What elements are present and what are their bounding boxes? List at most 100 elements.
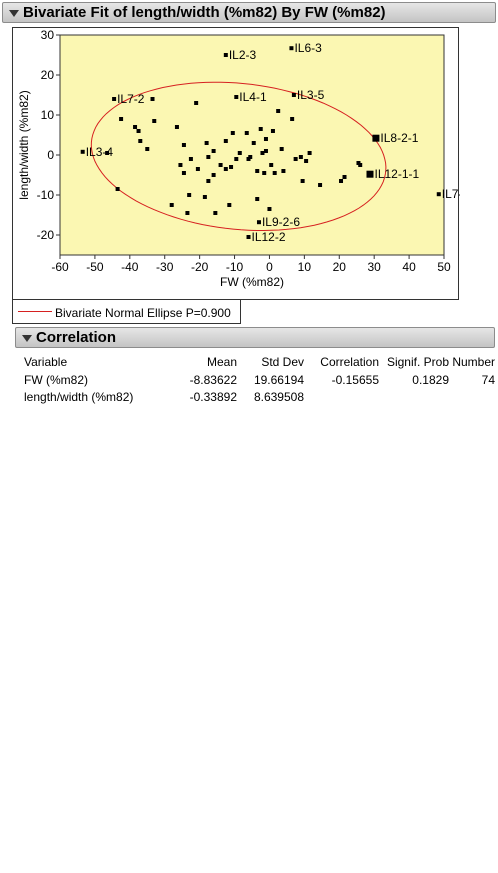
data-point[interactable] — [204, 141, 209, 145]
legend-ellipse-swatch — [18, 311, 52, 312]
data-point[interactable] — [339, 179, 344, 183]
data-point[interactable] — [255, 169, 260, 173]
point-label: IL2-3 — [229, 48, 257, 62]
data-point[interactable] — [185, 211, 190, 215]
chart-frame: -60 -50 -40 -30 -20 -10 0 10 20 30 40 50 -20 -10 0 10 20… — [12, 27, 460, 301]
data-point[interactable] — [145, 147, 150, 151]
data-point[interactable] — [304, 159, 309, 163]
data-point[interactable] — [290, 117, 295, 121]
data-point[interactable] — [152, 119, 157, 123]
legend-label: Bivariate Normal Ellipse P=0.900 — [55, 306, 231, 320]
data-point[interactable] — [194, 101, 199, 105]
data-point[interactable] — [80, 149, 85, 154]
data-point[interactable] — [269, 163, 274, 167]
data-point[interactable] — [366, 170, 374, 178]
bivariate-fit-header[interactable]: Bivariate Fit of length/width (%m82) By … — [2, 2, 496, 23]
data-point[interactable] — [267, 207, 272, 211]
data-point[interactable] — [213, 211, 218, 215]
table-cell — [304, 388, 379, 405]
data-point[interactable] — [211, 173, 216, 177]
column-header: Number — [452, 355, 495, 369]
data-point[interactable] — [181, 143, 186, 147]
data-point[interactable] — [289, 46, 294, 51]
data-point[interactable] — [262, 171, 267, 175]
data-point[interactable] — [272, 171, 277, 175]
data-point[interactable] — [136, 129, 141, 133]
x-tick-label: 50 — [437, 260, 451, 274]
disclosure-triangle-icon[interactable] — [22, 334, 32, 342]
data-point[interactable] — [133, 125, 138, 129]
data-point[interactable] — [188, 157, 193, 161]
data-point[interactable] — [227, 203, 232, 207]
x-tick-label: -20 — [191, 260, 209, 274]
data-point[interactable] — [230, 131, 235, 135]
table-cell — [449, 388, 495, 405]
table-cell: FW (%m82) — [24, 372, 88, 387]
data-point[interactable] — [187, 193, 192, 197]
data-point[interactable] — [246, 235, 251, 239]
data-point[interactable] — [244, 131, 249, 135]
data-point[interactable] — [169, 203, 174, 207]
data-point[interactable] — [436, 192, 441, 197]
data-point[interactable] — [229, 165, 234, 169]
y-tick-label: 10 — [41, 108, 55, 122]
data-point[interactable] — [293, 157, 298, 161]
disclosure-triangle-icon[interactable] — [9, 9, 19, 17]
data-point[interactable] — [138, 139, 143, 143]
data-point[interactable] — [291, 93, 296, 97]
data-point[interactable] — [223, 139, 228, 143]
data-point[interactable] — [281, 169, 286, 173]
data-point[interactable] — [234, 157, 239, 161]
data-point[interactable] — [178, 163, 183, 167]
y-tick-label: 0 — [47, 148, 54, 162]
x-tick-label: -50 — [86, 260, 104, 274]
data-point[interactable] — [206, 179, 211, 183]
data-point[interactable] — [248, 155, 253, 159]
data-point[interactable] — [211, 149, 216, 153]
data-point[interactable] — [112, 97, 117, 101]
point-label: IL7-4-1 — [442, 187, 460, 201]
data-point[interactable] — [307, 151, 312, 155]
data-point[interactable] — [358, 163, 363, 167]
data-point[interactable] — [150, 97, 155, 101]
data-point[interactable] — [202, 195, 207, 199]
data-point[interactable] — [372, 134, 380, 142]
data-point[interactable] — [223, 167, 228, 171]
column-header: Variable — [24, 355, 68, 369]
y-tick-label: 20 — [41, 68, 55, 82]
point-label: IL12-2 — [252, 230, 286, 244]
data-point[interactable] — [234, 95, 239, 99]
scatter-chart[interactable]: -60 -50 -40 -30 -20 -10 0 10 20 30 40 50 -20 -10 0 10 20… — [13, 28, 460, 301]
data-point[interactable] — [276, 109, 281, 113]
data-point[interactable] — [270, 129, 275, 133]
data-point[interactable] — [298, 155, 303, 159]
point-label: IL3-5 — [297, 88, 325, 102]
data-point[interactable] — [237, 151, 242, 155]
data-point[interactable] — [342, 175, 347, 179]
data-point[interactable] — [263, 137, 268, 141]
data-point[interactable] — [181, 171, 186, 175]
data-point[interactable] — [174, 125, 179, 129]
correlation-header[interactable]: Correlation — [15, 327, 495, 348]
data-point[interactable] — [223, 53, 228, 57]
data-point[interactable] — [115, 187, 120, 191]
data-point[interactable] — [260, 151, 265, 155]
data-point[interactable] — [251, 141, 256, 145]
data-point[interactable] — [218, 163, 223, 167]
data-point[interactable] — [105, 151, 110, 155]
data-point[interactable] — [206, 155, 211, 159]
data-point[interactable] — [258, 127, 263, 131]
data-point[interactable] — [195, 167, 200, 171]
x-tick-label: 20 — [333, 260, 347, 274]
data-point[interactable] — [256, 220, 261, 225]
data-point[interactable] — [263, 149, 268, 153]
table-cell: 74 — [481, 372, 495, 387]
column-header: Signif. Prob — [386, 355, 449, 369]
data-point[interactable] — [318, 183, 323, 187]
data-point[interactable] — [255, 197, 260, 201]
data-point[interactable] — [300, 179, 305, 183]
table-header-row: Variable Mean Std Dev Correlation Signif… — [24, 355, 495, 371]
data-point[interactable] — [119, 117, 124, 121]
data-point[interactable] — [279, 147, 284, 151]
x-tick-label: -40 — [121, 260, 139, 274]
